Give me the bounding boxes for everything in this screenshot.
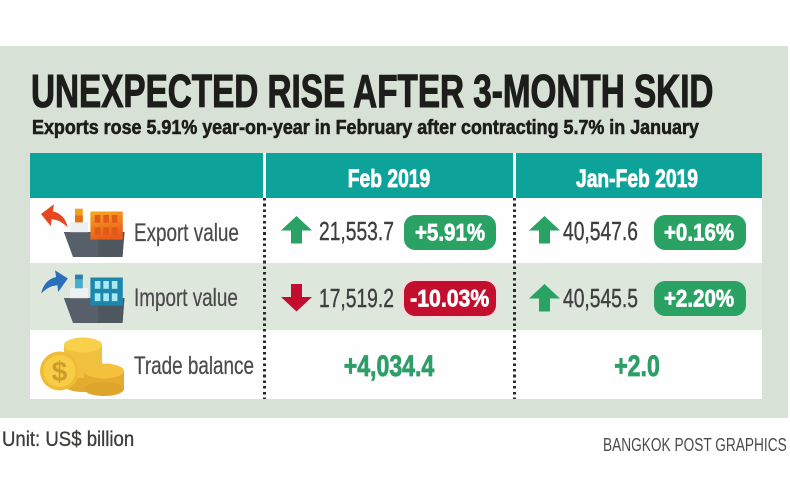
svg-text:$: $	[52, 356, 68, 387]
